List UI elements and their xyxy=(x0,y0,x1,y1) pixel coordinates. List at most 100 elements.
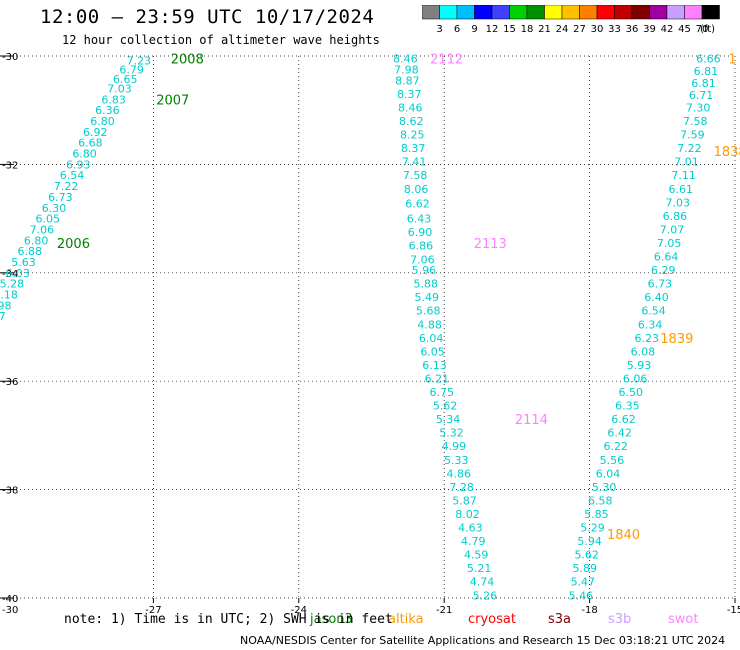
wave-height-value: 6.86 xyxy=(663,210,688,223)
wave-height-value: 6.65 xyxy=(113,73,138,86)
color-level-label: 18 xyxy=(521,24,534,35)
wave-height-value: 6.90 xyxy=(408,226,433,239)
pass-time-label: 1840 xyxy=(607,528,640,543)
wave-height-value: 6.73 xyxy=(48,191,73,204)
lat-tick-label: -40 xyxy=(2,594,18,605)
lat-tick-label: -30 xyxy=(2,52,18,63)
wave-height-value: 5.34 xyxy=(436,413,461,426)
wave-height-value: 6.81 xyxy=(691,77,716,90)
wave-height-value: 6.86 xyxy=(409,240,434,253)
wave-height-value: 5.29 xyxy=(580,522,605,535)
wave-height-value: 7.98 xyxy=(394,64,419,77)
wave-height-value: 4.74 xyxy=(470,576,495,589)
wave-height-value: 5.93 xyxy=(627,359,652,372)
pass-time-label: 1838 xyxy=(714,145,740,160)
wave-height-value: 6.21 xyxy=(425,372,450,385)
wave-height-value: 6.34 xyxy=(638,318,663,331)
wave-height-value: 6.35 xyxy=(615,400,640,413)
wave-height-value: 7.58 xyxy=(683,115,708,128)
pass-time-label: 2008 xyxy=(171,53,204,68)
color-level-label: 3 xyxy=(436,24,442,35)
wave-height-value: 6.03 xyxy=(5,267,30,280)
wave-height-value: 6.80 xyxy=(72,148,97,161)
corner-lon-label: -30 xyxy=(2,605,18,616)
wave-height-value: 6.62 xyxy=(611,413,636,426)
lat-tick-label: -32 xyxy=(2,160,18,171)
wave-height-value: 7.07 xyxy=(660,223,685,236)
wave-height-value: 7.58 xyxy=(403,169,428,182)
pass-time-label: 2114 xyxy=(515,413,548,428)
wave-height-value: 6.36 xyxy=(95,104,120,117)
lon-tick-label: -24 xyxy=(291,605,307,616)
color-level-label: 6 xyxy=(454,24,460,35)
wave-height-value: 6.80 xyxy=(90,115,115,128)
wave-height-value: 6.83 xyxy=(101,93,126,106)
wave-height-value: 5.28 xyxy=(0,278,24,291)
wave-height-value: 6.22 xyxy=(604,440,629,453)
wave-height-value: 7.05 xyxy=(657,237,682,250)
legend-item-swot: swot xyxy=(668,612,699,627)
color-level-label: 70 xyxy=(696,24,709,35)
wave-height-value: 6.42 xyxy=(607,427,632,440)
legend-item-s3a: s3a xyxy=(548,612,572,627)
color-level-label: 36 xyxy=(626,24,639,35)
satellite-legend: jason3 altika cryosat s3a s3b swot xyxy=(0,612,740,630)
wave-height-value: 6.79 xyxy=(119,64,144,77)
lat-tick-label: -38 xyxy=(2,486,18,497)
wave-height-value: 5.33 xyxy=(444,454,469,467)
color-level-label: 15 xyxy=(503,24,516,35)
wave-height-value: 7.41 xyxy=(402,156,427,169)
wave-height-value: 6.54 xyxy=(60,169,85,182)
wave-height-value: 6.40 xyxy=(644,291,669,304)
wave-height-value: 5.98 xyxy=(0,299,12,312)
wave-height-value: 6.61 xyxy=(668,183,693,196)
credit-line: NOAA/NESDIS Center for Satellite Applica… xyxy=(240,634,726,647)
pass-time-label: 2006 xyxy=(57,237,90,252)
wave-height-value: 6.75 xyxy=(430,386,455,399)
wave-height-value: 6.68 xyxy=(78,137,103,150)
color-level-label: 27 xyxy=(573,24,586,35)
pass-time-label: 2112 xyxy=(430,53,463,68)
lon-tick-label: -21 xyxy=(436,605,452,616)
wave-height-value: 6.05 xyxy=(35,213,60,226)
wave-height-value: 6.04 xyxy=(419,332,444,345)
wave-height-value: 7.23 xyxy=(127,54,152,67)
wave-height-value: 5.27 xyxy=(0,310,6,323)
wave-height-value: 8.46 xyxy=(393,53,418,66)
legend-item-altika: altika xyxy=(388,612,424,627)
wave-height-value: 6.88 xyxy=(18,245,43,258)
wave-height-value: 5.62 xyxy=(433,400,458,413)
lat-tick-label: -34 xyxy=(2,269,18,280)
wave-height-value: 5.89 xyxy=(573,562,598,575)
wave-height-value: 6.30 xyxy=(42,202,67,215)
wave-height-value: 6.58 xyxy=(588,494,613,507)
lon-tick-label: -18 xyxy=(581,605,597,616)
wave-height-value: 5.63 xyxy=(11,256,36,269)
wave-height-value: 7.22 xyxy=(677,142,702,155)
wave-height-value: 4.63 xyxy=(458,522,483,535)
wave-height-value: 5.56 xyxy=(600,454,625,467)
legend-item-jason3: jason3 xyxy=(310,612,353,627)
wave-height-value: 6.92 xyxy=(83,126,108,139)
wave-height-value: 4.99 xyxy=(442,440,467,453)
color-level-label: 33 xyxy=(608,24,621,35)
wave-height-value: 5.62 xyxy=(574,549,599,562)
wave-height-value: 7.30 xyxy=(686,101,711,114)
wave-height-value: 6.81 xyxy=(694,65,719,78)
wave-height-value: 7.06 xyxy=(30,223,55,236)
wave-height-value: 6.43 xyxy=(407,213,432,226)
color-level-label: 24 xyxy=(556,24,569,35)
wave-height-value: 6.05 xyxy=(420,345,445,358)
units-note: note: 1) Time is in UTC; 2) SWH is in fe… xyxy=(64,612,393,627)
wave-height-value: 4.79 xyxy=(461,535,486,548)
wave-height-value: 6.71 xyxy=(689,89,714,102)
wave-height-value: 8.25 xyxy=(400,129,425,142)
wave-height-value: 7.03 xyxy=(107,83,132,96)
wave-height-value: 5.96 xyxy=(412,264,437,277)
wave-height-value: 5.32 xyxy=(439,427,464,440)
color-level-label: 12 xyxy=(486,24,499,35)
wave-height-value: 7.22 xyxy=(54,180,79,193)
wave-height-value: 7.11 xyxy=(671,169,696,182)
wave-height-value: 7.28 xyxy=(449,481,474,494)
wave-height-value: 5.49 xyxy=(415,291,440,304)
